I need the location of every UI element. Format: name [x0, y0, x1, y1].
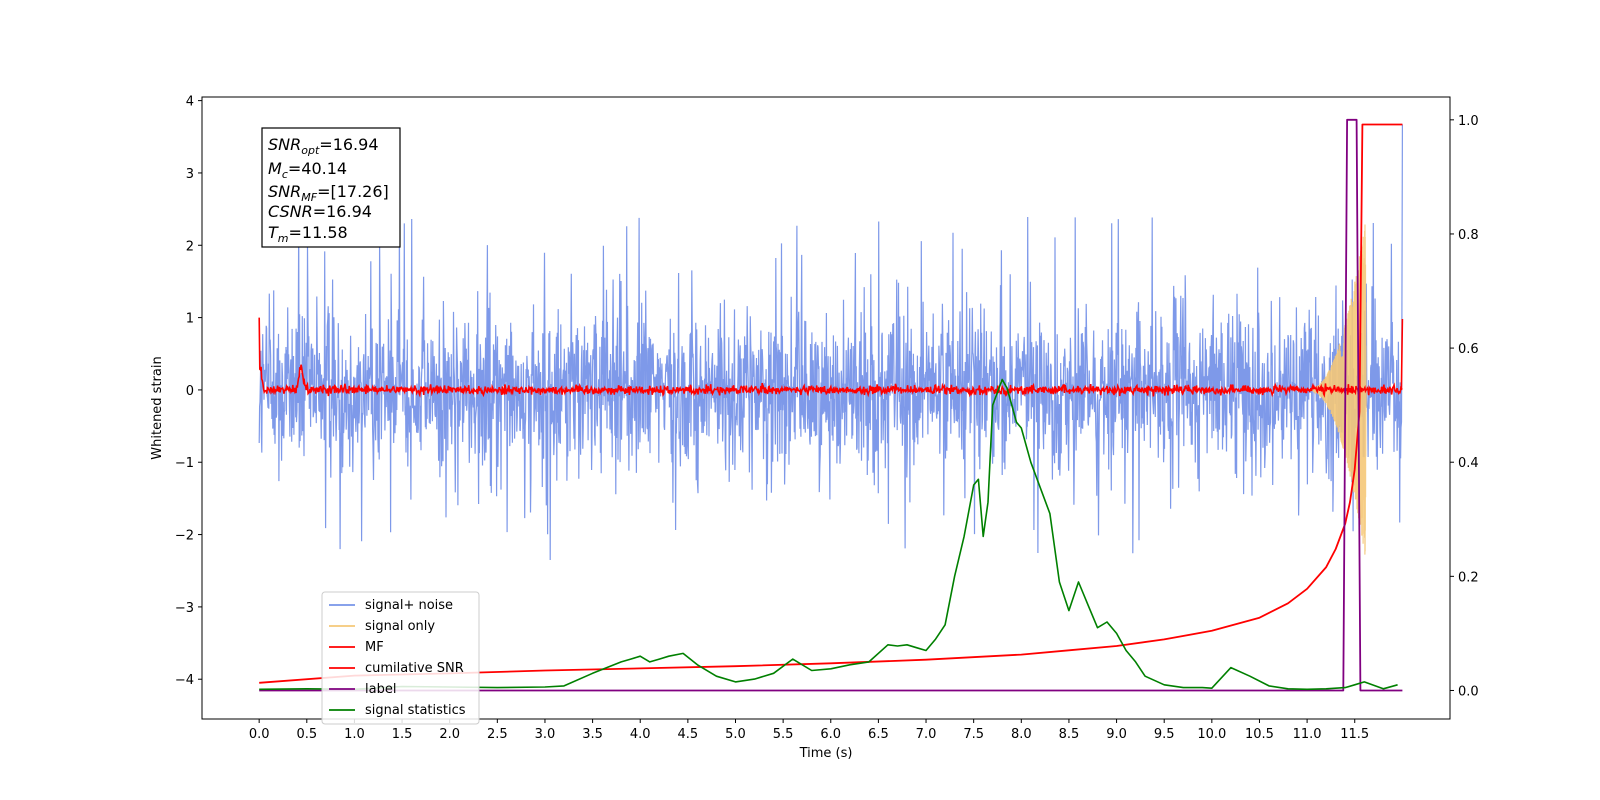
- legend-label-signal-only: signal only: [365, 619, 435, 634]
- series-cumulative-snr-line: [259, 123, 1403, 684]
- series-signal-noise-line: [258, 124, 1403, 561]
- legend-label-label: label: [365, 682, 396, 697]
- x-tick-label: 4.5: [678, 727, 699, 742]
- y-left-tick-label: −3: [175, 601, 194, 616]
- y-left-tick-label: −2: [175, 529, 194, 544]
- info-box: SNRopt=16.94 Mc=40.14 SNRMF=[17.26] CSNR…: [261, 127, 401, 248]
- plot-frame: [201, 96, 1451, 720]
- series-layer: [258, 118, 1404, 692]
- y-left-tick-label: 4: [186, 95, 194, 110]
- y-right-tick-label: 0.6: [1458, 342, 1479, 357]
- legend-label-signal-noise: signal+ noise: [365, 598, 453, 613]
- legend-label-signal-statistics: signal statistics: [365, 703, 466, 718]
- x-tick-label: 10.0: [1197, 727, 1226, 742]
- y-left-tick-label: −4: [175, 673, 194, 688]
- y-right-tick-label: 0.0: [1458, 684, 1479, 699]
- y-left-tick-label: 1: [186, 312, 194, 327]
- legend-frame: [321, 591, 480, 725]
- x-tick-label: 0.0: [249, 727, 270, 742]
- x-tick-label: 10.5: [1245, 727, 1274, 742]
- x-tick-label: 0.5: [296, 727, 317, 742]
- x-tick-label: 1.5: [392, 727, 413, 742]
- x-tick-label: 9.0: [1106, 727, 1127, 742]
- y-right-tick-label: 0.2: [1458, 570, 1479, 585]
- axes-layer: 0.0 0.5 1.0 1.5 2.0 2.5 3.0 3.5 4.0 4.5 5.0 5.5 6.0 6…: [175, 95, 1479, 742]
- y-left-tick-label: 0: [186, 384, 194, 399]
- info-csnr: CSNR=16.94: [268, 202, 372, 221]
- x-tick-label: 6.0: [820, 727, 841, 742]
- series-label-line: [259, 118, 1403, 692]
- x-tick-label: 8.5: [1059, 727, 1080, 742]
- info-tm: Tm=11.58: [268, 223, 348, 245]
- y-left-tick-label: 3: [186, 167, 194, 182]
- series-mf-line: [258, 317, 1404, 398]
- info-snr-opt: SNRopt=16.94: [268, 135, 379, 157]
- x-tick-label: 8.0: [1011, 727, 1032, 742]
- y-axis-label: Whitened strain: [150, 356, 165, 459]
- y-right-tick-label: 0.4: [1458, 456, 1479, 471]
- x-tick-label: 7.5: [963, 727, 984, 742]
- x-tick-label: 1.0: [344, 727, 365, 742]
- info-box-frame: [261, 127, 401, 248]
- y-right-tick-label: 0.8: [1458, 228, 1479, 243]
- x-tick-label: 2.0: [439, 727, 460, 742]
- y-right-tick-label: 1.0: [1458, 114, 1479, 129]
- legend: signal+ noise signal only MF cumilative …: [321, 591, 480, 725]
- x-tick-label: 5.0: [725, 727, 746, 742]
- x-tick-label: 9.5: [1154, 727, 1175, 742]
- x-tick-label: 3.0: [535, 727, 556, 742]
- series-signal-statistics-line: [259, 378, 1398, 691]
- legend-label-mf: MF: [365, 640, 384, 655]
- y-left-tick-label: −1: [175, 456, 194, 471]
- x-tick-label: 11.5: [1340, 727, 1369, 742]
- x-tick-label: 4.0: [630, 727, 651, 742]
- x-tick-label: 11.0: [1293, 727, 1322, 742]
- x-tick-label: 2.5: [487, 727, 508, 742]
- x-tick-label: 6.5: [868, 727, 889, 742]
- y-left-tick-label: 2: [186, 239, 194, 254]
- x-axis-label: Time (s): [799, 746, 853, 761]
- x-tick-label: 3.5: [582, 727, 603, 742]
- info-snr-mf: SNRMF=[17.26]: [268, 182, 389, 204]
- legend-label-cumulative-snr: cumilative SNR: [365, 661, 464, 676]
- x-tick-label: 7.0: [916, 727, 937, 742]
- x-tick-label: 5.5: [773, 727, 794, 742]
- info-chirp-mass: Mc=40.14: [268, 159, 347, 181]
